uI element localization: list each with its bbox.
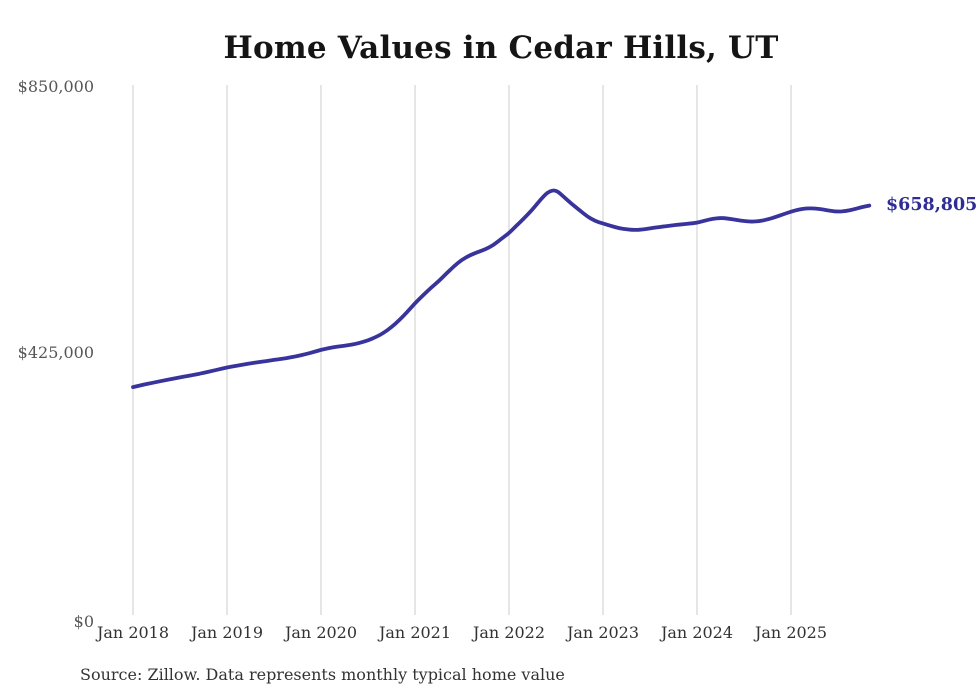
y-axis-tick-850000: $850,000 [17, 77, 94, 96]
x-axis-tick-jan-2025: Jan 2025 [754, 623, 828, 642]
source-note: Source: Zillow. Data represents monthly … [80, 665, 565, 684]
home-value-line [131, 188, 872, 389]
latest-value-label: $658,805 [886, 195, 978, 215]
y-axis-tick-0: $0 [73, 612, 94, 631]
x-axis-tick-jan-2024: Jan 2024 [660, 623, 734, 642]
x-axis-tick-jan-2023: Jan 2023 [566, 623, 640, 642]
x-axis-tick-jan-2021: Jan 2021 [378, 623, 452, 642]
x-axis-tick-jan-2019: Jan 2019 [190, 623, 264, 642]
chart-title: Home Values in Cedar Hills, UT [223, 30, 779, 66]
x-axis-tick-jan-2020: Jan 2020 [284, 623, 358, 642]
y-axis-tick-425000: $425,000 [17, 343, 94, 362]
x-axis-tick-jan-2022: Jan 2022 [472, 623, 546, 642]
x-axis-tick-jan-2018: Jan 2018 [96, 623, 170, 642]
